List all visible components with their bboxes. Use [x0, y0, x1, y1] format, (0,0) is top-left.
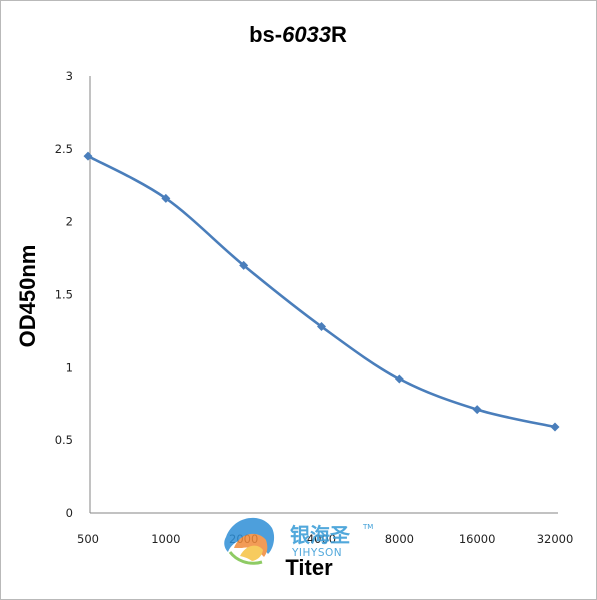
chart-title: bs-6033R	[249, 22, 347, 47]
x-tick-label: 500	[77, 532, 99, 546]
data-point-marker	[472, 405, 482, 415]
y-tick-label: 1.5	[55, 288, 73, 302]
chart-title-prefix: bs-	[249, 22, 282, 47]
data-point-marker	[239, 260, 249, 270]
x-axis-label: Titer	[285, 555, 333, 580]
chart-title-number: 6033	[282, 22, 331, 47]
yihyson-logo-icon	[224, 517, 275, 565]
y-tick-label: 1	[66, 360, 73, 374]
x-tick-label: 32000	[537, 532, 574, 546]
y-tick-label: 2	[66, 215, 73, 229]
data-point-marker	[83, 151, 93, 161]
y-axis-label: OD450nm	[15, 245, 40, 348]
watermark-english: YIHYSON	[291, 547, 342, 559]
x-tick-label: 4000	[307, 532, 336, 546]
y-tick-labels: 0 0.5 1 1.5 2 2.5 3	[55, 69, 73, 520]
x-tick-label: 8000	[385, 532, 414, 546]
data-point-marker	[394, 374, 404, 384]
watermark-logo: 银海圣 TM YIHYSON	[224, 517, 373, 565]
y-tick-label: 0.5	[55, 433, 73, 447]
x-tick-labels: 50010002000400080001600032000	[77, 532, 573, 546]
y-tick-label: 0	[66, 506, 73, 520]
x-tick-label: 1000	[151, 532, 180, 546]
watermark-chinese: 银海圣	[290, 523, 351, 547]
data-point-marker	[317, 322, 326, 332]
chart-title-suffix: R	[331, 22, 347, 47]
x-tick-label: 16000	[459, 532, 496, 546]
y-tick-label: 2.5	[55, 142, 73, 156]
data-point-marker	[161, 193, 171, 203]
data-point-marker	[550, 422, 560, 432]
watermark-trademark: TM	[362, 523, 373, 531]
series-group	[83, 151, 560, 432]
y-tick-label: 3	[66, 69, 73, 83]
series-line	[87, 154, 556, 429]
